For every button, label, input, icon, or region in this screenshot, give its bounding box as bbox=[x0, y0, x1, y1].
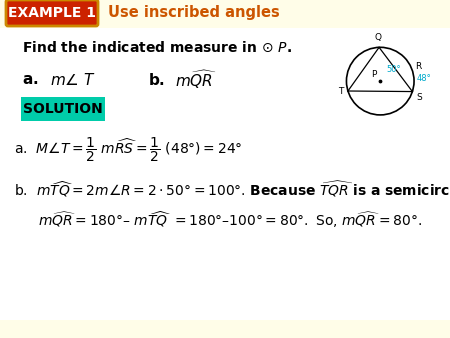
Text: Find the indicated measure in $\odot$ $P$.: Find the indicated measure in $\odot$ $P… bbox=[22, 41, 292, 55]
Text: R: R bbox=[416, 62, 422, 71]
Text: $m\widehat{QR}$: $m\widehat{QR}$ bbox=[175, 69, 217, 91]
Text: T: T bbox=[338, 87, 344, 96]
Text: 48°: 48° bbox=[417, 74, 432, 83]
Text: EXAMPLE 1: EXAMPLE 1 bbox=[8, 6, 96, 20]
Text: a.  $M\angle T = \dfrac{1}{2}\ m\widehat{RS} = \dfrac{1}{2}\ (48°) = 24°$: a. $M\angle T = \dfrac{1}{2}\ m\widehat{… bbox=[14, 136, 243, 164]
FancyBboxPatch shape bbox=[0, 0, 450, 28]
FancyBboxPatch shape bbox=[0, 320, 450, 338]
Text: Use inscribed angles: Use inscribed angles bbox=[108, 5, 280, 21]
Text: $\mathbf{a.}$: $\mathbf{a.}$ bbox=[22, 72, 38, 88]
Text: $\mathbf{b.}$: $\mathbf{b.}$ bbox=[148, 72, 165, 88]
FancyBboxPatch shape bbox=[0, 28, 450, 338]
Text: SOLUTION: SOLUTION bbox=[23, 102, 103, 116]
Text: 50°: 50° bbox=[386, 65, 401, 74]
Text: $m\angle\ T$: $m\angle\ T$ bbox=[50, 72, 96, 88]
FancyBboxPatch shape bbox=[6, 0, 98, 26]
FancyBboxPatch shape bbox=[21, 97, 105, 121]
Text: S: S bbox=[416, 93, 422, 101]
Text: P: P bbox=[371, 70, 376, 79]
Text: Q: Q bbox=[374, 33, 382, 42]
Text: b.  $m\widehat{TQ} = 2m\angle R = 2\cdot 50° = 100°$. $\mathbf{Because}$ $\wideh: b. $m\widehat{TQ} = 2m\angle R = 2\cdot … bbox=[14, 179, 450, 200]
Text: $m\widehat{QR} = 180°\text{–}\ m\widehat{TQ}\ = 180°\text{–}100° = 80°.$ So, $m\: $m\widehat{QR} = 180°\text{–}\ m\widehat… bbox=[38, 210, 422, 231]
